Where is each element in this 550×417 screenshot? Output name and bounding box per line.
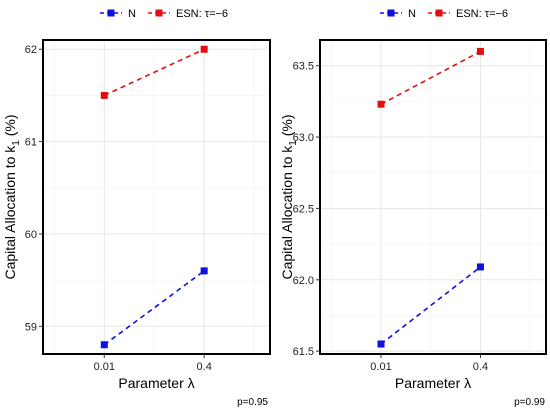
series-line-n [380,266,481,345]
y-tick-label: 59 [25,321,37,333]
legend: N ESN: τ=−6 [100,8,228,20]
x-axis-label: Parameter λ [118,375,194,391]
x-axis-label: Parameter λ [395,375,471,391]
footnote: p=0.99 [514,397,545,408]
legend-key-marker [387,9,395,17]
legend: N ESN: τ=−6 [380,8,508,20]
data-point-n [200,267,208,275]
y-tick-label: 62.0 [293,275,314,287]
legend-label: N [128,8,136,20]
x-tick-label: 0.01 [94,361,115,373]
series-line-n [103,270,205,346]
legend-key-marker [107,9,115,17]
plot-border [42,39,271,355]
legend-key-marker [155,9,163,17]
data-point-n [100,341,108,349]
data-point-n [377,340,385,348]
data-point-n [476,263,484,271]
legend-label: ESN: τ=−6 [176,8,228,20]
y-axis-label: Capital Allocation to k1 (%) [2,114,22,279]
x-tick-label: 0.4 [473,361,488,373]
data-point-esn [476,47,484,55]
series-line-esn [380,50,481,105]
y-tick-label: 62.5 [293,203,314,215]
y-tick-label: 61.5 [293,346,314,358]
data-point-esn [100,91,108,99]
y-tick-label: 60 [25,229,37,241]
x-tick-label: 0.4 [197,361,212,373]
footnote: p=0.95 [237,397,268,408]
y-tick-label: 63.5 [293,61,314,73]
y-tick-label: 62 [25,44,37,56]
y-tick-label: 63.0 [293,132,314,144]
legend-label: ESN: τ=−6 [456,8,508,20]
plot-border [319,39,547,355]
legend-key-marker [435,9,443,17]
y-tick-label: 61 [25,137,37,149]
data-point-esn [200,45,208,53]
x-tick-label: 0.01 [370,361,391,373]
data-point-esn [377,100,385,108]
legend-label: N [408,8,416,20]
series-line-esn [103,48,205,97]
y-axis-label: Capital Allocation to k1 (%) [279,114,299,279]
